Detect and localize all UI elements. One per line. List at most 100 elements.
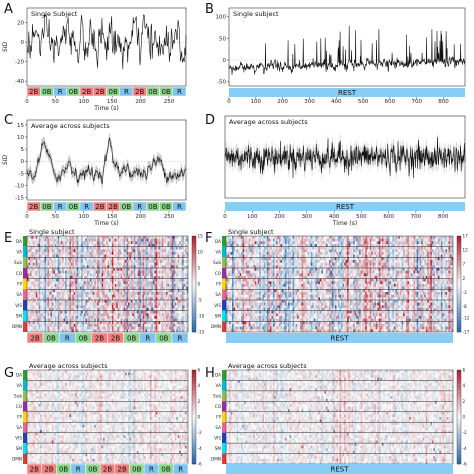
heatmap-cell xyxy=(275,305,278,309)
heatmap-cell xyxy=(286,260,289,263)
x-tick-label: 300 xyxy=(302,214,313,220)
heatmap-cell xyxy=(186,310,189,314)
heatmap-cell xyxy=(180,241,183,245)
heatmap-cell xyxy=(283,260,286,263)
heatmap-cell xyxy=(251,241,254,245)
heatmap-cell xyxy=(166,286,168,290)
heatmap-cell xyxy=(62,265,64,269)
heatmap-cell xyxy=(229,236,231,239)
heatmap-cell xyxy=(244,257,246,261)
heatmap-cell xyxy=(266,270,269,274)
heatmap-cell xyxy=(54,238,57,242)
heatmap-cell xyxy=(226,241,228,245)
heatmap-cell xyxy=(65,310,67,314)
heatmap-cell xyxy=(136,302,139,306)
x-axis-label: Time (s) xyxy=(332,220,357,227)
heatmap-cell xyxy=(63,302,66,306)
heatmap-cell xyxy=(245,305,248,309)
heatmap-cell xyxy=(145,270,148,274)
heatmap-cell xyxy=(144,297,146,301)
heatmap-cell xyxy=(145,254,148,258)
heatmap-cell xyxy=(91,236,94,239)
heatmap-cell xyxy=(265,308,268,311)
heatmap-cell xyxy=(132,254,134,258)
heatmap-cell xyxy=(185,318,187,322)
heatmap-cell xyxy=(130,326,133,330)
heatmap-cell xyxy=(226,260,228,263)
heatmap-cell xyxy=(75,324,77,327)
heatmap-cell xyxy=(120,281,123,285)
heatmap-cell xyxy=(174,278,177,282)
heatmap-cell xyxy=(288,281,290,285)
heatmap-cell xyxy=(277,289,280,293)
heatmap-cell xyxy=(173,300,175,303)
heatmap-cell xyxy=(170,324,173,327)
heatmap-cell xyxy=(69,276,72,279)
heatmap-cell xyxy=(260,241,263,245)
heatmap-cell xyxy=(262,302,264,306)
heatmap-cell xyxy=(174,252,177,255)
heatmap-cell xyxy=(35,241,38,245)
heatmap-cell xyxy=(62,305,64,309)
heatmap-cell xyxy=(226,324,228,327)
heatmap-cell xyxy=(97,244,99,247)
heatmap-cell xyxy=(157,276,159,279)
heatmap-cell xyxy=(168,326,171,330)
heatmap-cell xyxy=(89,268,92,271)
heatmap-cell xyxy=(236,254,239,258)
heatmap-cell xyxy=(179,241,181,245)
heatmap-cell xyxy=(60,289,63,293)
heatmap-cell xyxy=(174,324,177,327)
heatmap-cell xyxy=(280,305,283,309)
heatmap-cell xyxy=(149,276,152,279)
heatmap-cell xyxy=(114,236,117,239)
heatmap-cell xyxy=(85,326,88,330)
heatmap-cell xyxy=(98,276,101,279)
heatmap-cell xyxy=(98,244,101,247)
heatmap-cell xyxy=(145,268,148,271)
heatmap-cell xyxy=(94,313,96,317)
heatmap-cell xyxy=(168,278,171,282)
heatmap-cell xyxy=(142,236,145,239)
heatmap-cell xyxy=(136,294,139,298)
heatmap-cell xyxy=(277,262,280,266)
heatmap-cell xyxy=(247,310,249,314)
heatmap-cell xyxy=(31,305,33,309)
heatmap-cell xyxy=(32,246,35,250)
heatmap-cell xyxy=(101,321,104,325)
heatmap-cell xyxy=(157,281,159,285)
heatmap-cell xyxy=(35,316,38,319)
heatmap-cell xyxy=(48,262,51,266)
heatmap-cell xyxy=(111,268,114,271)
heatmap-cell xyxy=(167,254,170,258)
heatmap-cell xyxy=(133,321,136,325)
heatmap-cell xyxy=(114,246,117,250)
heatmap-cell xyxy=(78,268,80,271)
heatmap-cell xyxy=(44,329,47,333)
heatmap-cell xyxy=(238,294,240,298)
heatmap-cell xyxy=(126,289,129,293)
heatmap-cell xyxy=(266,278,269,282)
heatmap-cell xyxy=(269,305,272,309)
heatmap-cell xyxy=(48,284,51,287)
heatmap-cell xyxy=(94,236,96,239)
heatmap-cell xyxy=(168,238,171,242)
heatmap-cell xyxy=(62,292,64,295)
heatmap-cell xyxy=(260,292,263,295)
colorbar-segment xyxy=(192,252,196,256)
heatmap-cell xyxy=(171,260,174,263)
heatmap-cell xyxy=(88,326,91,330)
heatmap-cell xyxy=(158,316,161,319)
heatmap-cell xyxy=(241,321,243,325)
heatmap-cell xyxy=(47,270,50,274)
task-block-label: R xyxy=(178,335,183,343)
heatmap-cell xyxy=(106,265,108,269)
heatmap-cell xyxy=(125,316,127,319)
heatmap-cell xyxy=(145,249,148,253)
heatmap-cell xyxy=(227,244,230,247)
heatmap-cell xyxy=(152,268,155,271)
heatmap-cell xyxy=(40,262,42,266)
heatmap-cell xyxy=(108,300,111,303)
heatmap-cell xyxy=(111,310,114,314)
heatmap-cell xyxy=(253,294,255,298)
